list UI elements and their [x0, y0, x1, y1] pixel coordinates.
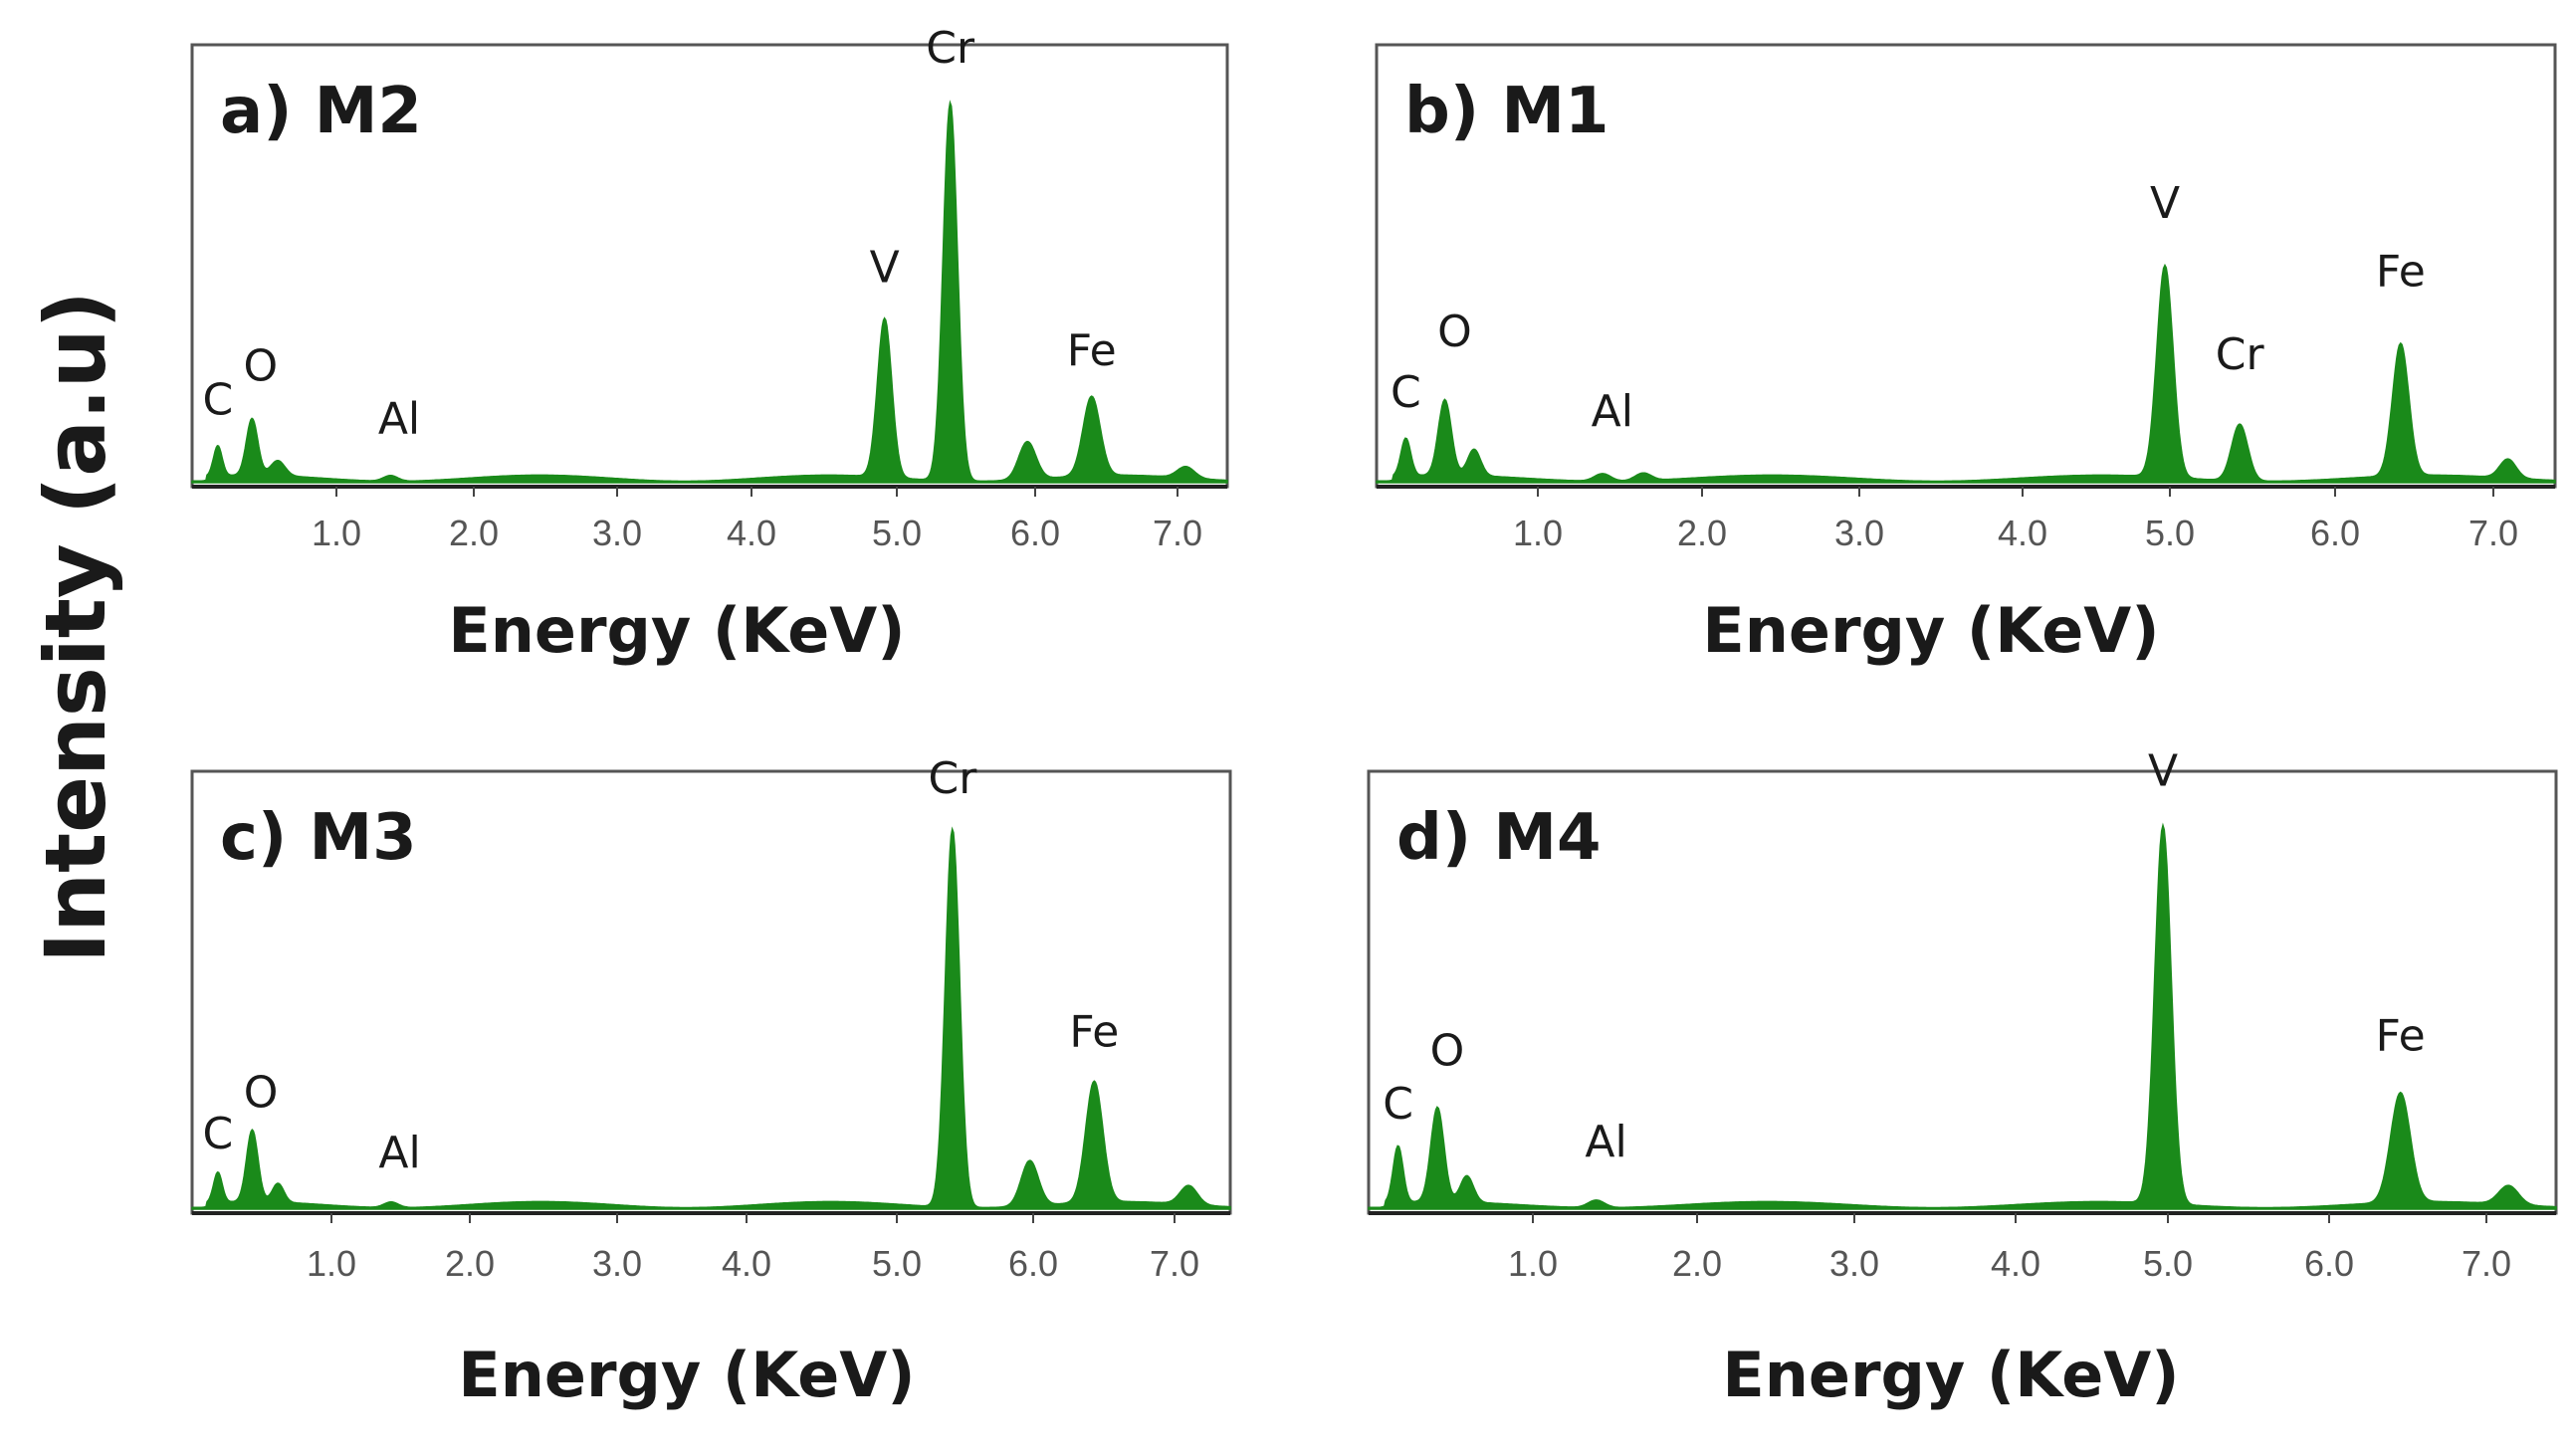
x-tick-label: 1.0: [307, 1243, 356, 1284]
peak-label-o: O: [244, 340, 279, 391]
panel-title: a) M2: [220, 75, 422, 148]
peak-label-c: C: [1391, 367, 1421, 418]
panel-b-m1: 1.0 2.0 3.0 4.0 5.0 6.0 7.0 CO Al V Cr Fe b) M1 Energ…: [1375, 43, 2557, 667]
x-tick-label: 5.0: [2143, 1243, 2193, 1284]
peak-label-v: V: [870, 243, 900, 294]
spectrum-area: [1376, 263, 2556, 484]
x-axis-label: Energy (KeV): [458, 1339, 915, 1411]
x-tick-label: 7.0: [1153, 513, 1202, 553]
peak-label-c: C: [203, 1109, 234, 1159]
peak-label-al: Al: [378, 1128, 420, 1178]
x-tick-label: 6.0: [1008, 1243, 1058, 1284]
x-tick-label: 5.0: [2145, 513, 2195, 553]
peak-label-v: V: [2148, 745, 2178, 796]
panel-a-m2: 1.0 2.0 3.0 4.0 5.0 6.0 7.0 CO Al V Cr Fe a) M2 Energ…: [190, 23, 1229, 667]
x-axis-label: Energy (KeV): [1702, 594, 2159, 667]
x-tick-label: 6.0: [1010, 513, 1060, 553]
panel-c-m3: 1.0 2.0 3.0 4.0 5.0 6.0 7.0 CO Al Cr Fe c) M3 Energy…: [190, 753, 1232, 1411]
peak-label-fe: Fe: [1069, 1007, 1119, 1058]
peak-label-cr: Cr: [929, 753, 978, 804]
x-tick-label: 2.0: [1677, 513, 1727, 553]
spectrum-area: [1368, 822, 2557, 1210]
peak-label-c: C: [202, 375, 233, 426]
plot-frame: [190, 43, 1229, 489]
spectrum-area: [191, 826, 1231, 1210]
y-axis-label: Intensity (a.u): [27, 291, 124, 963]
x-tick-label: 1.0: [312, 513, 361, 553]
peak-label-fe: Fe: [2376, 1010, 2426, 1061]
x-axis-label: Energy (KeV): [448, 594, 905, 667]
x-tick-label: 1.0: [1508, 1243, 1558, 1284]
peak-label-al: Al: [1592, 386, 1633, 437]
x-tick-label: 3.0: [1834, 513, 1884, 553]
peak-label-fe: Fe: [2376, 246, 2426, 297]
spectrum-area: [191, 100, 1228, 484]
panel-title: d) M4: [1396, 801, 1602, 875]
x-tick-label: 6.0: [2310, 513, 2360, 553]
panel-d-m4: 1.0 2.0 3.0 4.0 5.0 6.0 7.0 CO Al V Fe d) M4 Energy …: [1367, 745, 2558, 1411]
x-tick-label: 4.0: [1998, 513, 2047, 553]
x-tick-label: 7.0: [2468, 513, 2518, 553]
x-tick-label: 7.0: [2462, 1243, 2511, 1284]
x-tick-label: 3.0: [592, 1243, 642, 1284]
x-tick-label: 2.0: [445, 1243, 495, 1284]
x-tick-label: 4.0: [722, 1243, 771, 1284]
peak-label-c: C: [1383, 1079, 1413, 1130]
x-tick-label: 5.0: [872, 1243, 922, 1284]
plot-frame: [1367, 769, 2558, 1215]
peak-label-v: V: [2150, 178, 2180, 229]
peak-label-al: Al: [1585, 1117, 1626, 1167]
x-tick-label: 4.0: [1991, 1243, 2040, 1284]
plot-frame: [1375, 43, 2557, 489]
x-tick-label: 2.0: [1672, 1243, 1722, 1284]
x-tick-label: 7.0: [1150, 1243, 1199, 1284]
x-tick-label: 1.0: [1513, 513, 1563, 553]
panel-title: b) M1: [1404, 75, 1609, 148]
peak-label-cr: Cr: [926, 23, 975, 74]
peak-label-o: O: [1437, 307, 1472, 357]
x-tick-label: 4.0: [727, 513, 776, 553]
peak-label-o: O: [1430, 1026, 1465, 1077]
peak-label-cr: Cr: [2216, 329, 2265, 380]
panel-title: c) M3: [220, 801, 417, 875]
x-tick-label: 6.0: [2304, 1243, 2354, 1284]
peak-label-fe: Fe: [1067, 325, 1117, 376]
x-axis-label: Energy (KeV): [1722, 1339, 2179, 1411]
plot-frame: [190, 769, 1232, 1215]
peak-label-al: Al: [378, 394, 420, 445]
x-tick-label: 3.0: [1829, 1243, 1879, 1284]
x-tick-label: 2.0: [449, 513, 499, 553]
peak-label-o: O: [244, 1067, 279, 1118]
x-tick-label: 3.0: [592, 513, 642, 553]
x-tick-label: 5.0: [872, 513, 922, 553]
